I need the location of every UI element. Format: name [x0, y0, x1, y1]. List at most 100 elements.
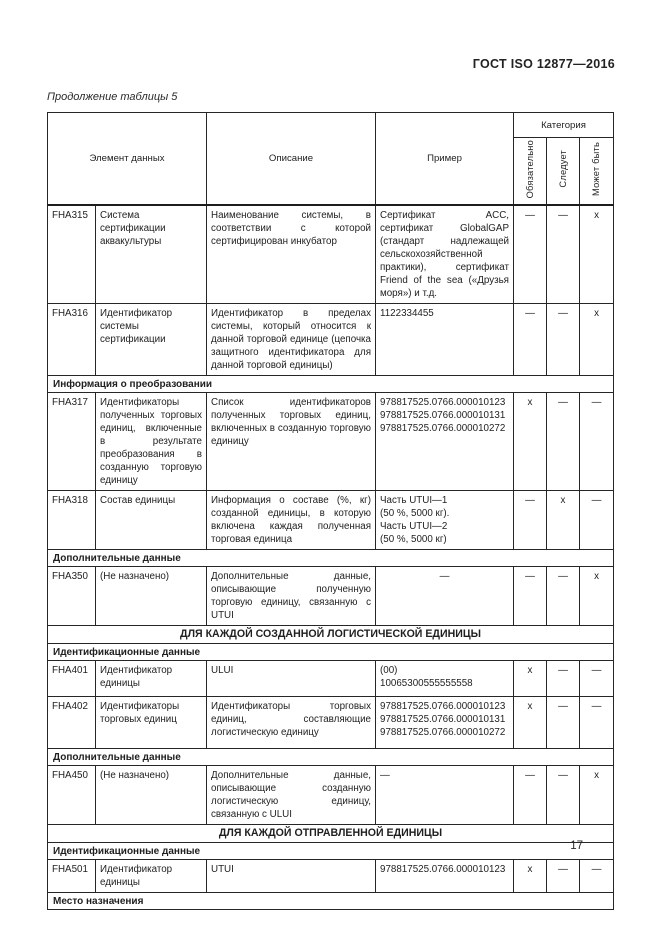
section-label: Дополнительные данные	[46, 748, 615, 767]
row-element: Идентификатор системы сертификации	[95, 303, 207, 377]
section-row-identification-data-2: Идентификационные данные	[46, 842, 615, 861]
row-description: UTUI	[206, 859, 376, 894]
table-row-fha316: FHA316 Идентификатор системы сертификаци…	[47, 303, 615, 377]
table-row-fha350: FHA350 (Не назначено) Дополнительные дан…	[47, 566, 615, 627]
row-cat-may: x	[578, 765, 615, 826]
row-cat-mandatory: —	[513, 490, 547, 551]
row-cat-should: —	[546, 204, 580, 305]
row-cat-may: —	[578, 660, 615, 698]
row-cat-should: —	[546, 859, 580, 894]
section-row-destination: Место назначения	[46, 892, 615, 911]
section-label: Дополнительные данные	[46, 549, 615, 568]
row-element: Идентификатор единицы	[95, 660, 207, 698]
section-row-identification-data-1: Идентификационные данные	[46, 643, 615, 662]
data-table: Элемент данных Описание Пример Категория…	[46, 112, 615, 911]
row-example: 978817525.0766.000010123	[375, 859, 514, 894]
col-header-mandatory: Обязательно	[513, 137, 547, 207]
section-row-for-each-logistic-unit: ДЛЯ КАЖДОЙ СОЗДАННОЙ ЛОГИСТИЧЕСКОЙ ЕДИНИ…	[46, 625, 615, 645]
row-code: FHA315	[47, 204, 96, 305]
row-element: Идентификаторы торговых единиц	[95, 696, 207, 750]
row-cat-should: —	[546, 303, 580, 377]
col-header-should: Следует	[546, 137, 580, 207]
row-element: Идентификаторы полученных торговых едини…	[95, 392, 207, 492]
section-label: Место назначения	[46, 892, 615, 911]
row-cat-mandatory: x	[513, 392, 547, 492]
section-label: Идентификационные данные	[46, 842, 615, 861]
page-number: 17	[570, 840, 583, 852]
row-description: Идентификаторы торговых единиц, составля…	[206, 696, 376, 750]
row-cat-may: —	[578, 859, 615, 894]
row-description: Дополнительные данные, описывающие созда…	[206, 765, 376, 826]
row-cat-should: —	[546, 566, 580, 627]
row-cat-mandatory: x	[513, 859, 547, 894]
row-cat-mandatory: —	[513, 566, 547, 627]
table-row-fha318: FHA318 Состав единицы Информация о соста…	[47, 490, 615, 551]
row-cat-should: —	[546, 696, 580, 750]
row-example: 978817525.0766.000010123 978817525.0766.…	[375, 696, 514, 750]
doc-header: ГОСТ ISO 12877—2016	[472, 57, 615, 71]
row-code: FHA401	[47, 660, 96, 698]
row-cat-mandatory: —	[513, 204, 547, 305]
table-head: Элемент данных Описание Пример Категория…	[47, 112, 615, 207]
row-example: Часть UTUI—1 (50 %, 5000 кг). Часть UTUI…	[375, 490, 514, 551]
row-description: ULUI	[206, 660, 376, 698]
section-row-additional-data-1: Дополнительные данные	[46, 549, 615, 568]
row-code: FHA402	[47, 696, 96, 750]
col-header-mandatory-label: Обязательно	[524, 140, 535, 199]
row-cat-may: x	[578, 566, 615, 627]
col-header-category: Категория	[512, 112, 615, 138]
table-row-fha401: FHA401 Идентификатор единицы ULUI (00) 1…	[47, 660, 615, 698]
row-example: (00) 10065300555555558	[375, 660, 514, 698]
row-code: FHA350	[47, 566, 96, 627]
row-cat-mandatory: —	[513, 765, 547, 826]
section-label: ДЛЯ КАЖДОЙ СОЗДАННОЙ ЛОГИСТИЧЕСКОЙ ЕДИНИ…	[46, 625, 615, 645]
row-cat-mandatory: x	[513, 660, 547, 698]
row-code: FHA450	[47, 765, 96, 826]
row-cat-should: —	[546, 660, 580, 698]
row-cat-should: —	[546, 765, 580, 826]
table-row-fha501: FHA501 Идентификатор единицы UTUI 978817…	[47, 859, 615, 894]
table-row-fha317: FHA317 Идентификаторы полученных торговы…	[47, 392, 615, 492]
row-cat-may: x	[578, 204, 615, 305]
row-code: FHA501	[47, 859, 96, 894]
row-code: FHA317	[47, 392, 96, 492]
row-example: —	[375, 765, 514, 826]
row-description: Идентификатор в пределах системы, которы…	[206, 303, 376, 377]
row-description: Наименование системы, в соответствии с к…	[206, 204, 376, 305]
col-header-element: Элемент данных	[47, 112, 207, 207]
col-header-description: Описание	[206, 112, 376, 207]
section-label: ДЛЯ КАЖДОЙ ОТПРАВЛЕННОЙ ЕДИНИЦЫ	[46, 824, 615, 844]
row-element: Система сертификации аквакультуры	[95, 204, 207, 305]
row-example: Сертификат ACC, сертификат GlobalGAP (ст…	[375, 204, 514, 305]
col-header-should-label: Следует	[557, 150, 568, 188]
row-cat-should: —	[546, 392, 580, 492]
row-element: Идентификатор единицы	[95, 859, 207, 894]
section-row-for-each-shipped-unit: ДЛЯ КАЖДОЙ ОТПРАВЛЕННОЙ ЕДИНИЦЫ	[46, 824, 615, 844]
row-element: (Не назначено)	[95, 566, 207, 627]
row-cat-may: —	[578, 696, 615, 750]
row-cat-may: x	[578, 303, 615, 377]
row-cat-mandatory: x	[513, 696, 547, 750]
col-header-example: Пример	[375, 112, 514, 207]
col-header-may-label: Может быть	[591, 142, 602, 197]
row-element: Состав единицы	[95, 490, 207, 551]
row-code: FHA318	[47, 490, 96, 551]
row-example: 1122334455	[375, 303, 514, 377]
row-code: FHA316	[47, 303, 96, 377]
row-description: Информация о составе (%, кг) созданной е…	[206, 490, 376, 551]
section-label: Информация о преобразовании	[46, 375, 615, 394]
section-label: Идентификационные данные	[46, 643, 615, 662]
table-caption: Продолжение таблицы 5	[47, 91, 178, 103]
row-description: Список идентификаторов полученных торгов…	[206, 392, 376, 492]
table-row-fha450: FHA450 (Не назначено) Дополнительные дан…	[47, 765, 615, 826]
row-cat-mandatory: —	[513, 303, 547, 377]
col-header-may: Может быть	[578, 137, 615, 207]
row-cat-should: x	[546, 490, 580, 551]
row-description: Дополнительные данные, описывающие получ…	[206, 566, 376, 627]
table-row-fha402: FHA402 Идентификаторы торговых единиц Ид…	[47, 696, 615, 750]
table-row-fha315: FHA315 Система сертификации аквакультуры…	[47, 204, 615, 305]
section-row-additional-data-2: Дополнительные данные	[46, 748, 615, 767]
table-body: FHA315 Система сертификации аквакультуры…	[46, 204, 615, 911]
row-example: —	[375, 566, 514, 627]
